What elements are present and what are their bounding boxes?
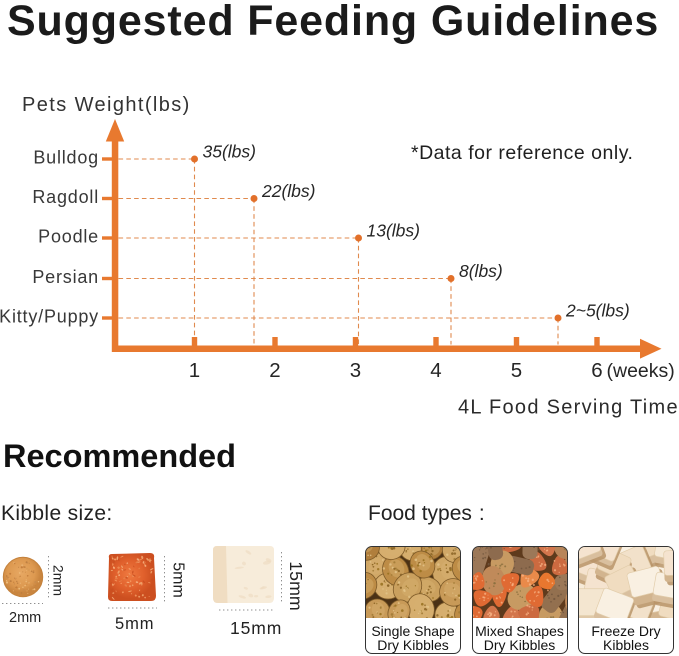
svg-text:Bulldog: Bulldog — [33, 148, 99, 168]
svg-text:15mm: 15mm — [230, 618, 282, 638]
svg-text:13(lbs): 13(lbs) — [367, 221, 421, 241]
svg-text:2mm: 2mm — [9, 610, 41, 626]
svg-text:2~5(lbs): 2~5(lbs) — [565, 301, 630, 321]
svg-text:5: 5 — [511, 359, 522, 382]
svg-text:6: 6 — [591, 359, 602, 382]
svg-text:2mm: 2mm — [50, 565, 66, 596]
svg-text:35(lbs): 35(lbs) — [203, 142, 257, 162]
svg-text:3: 3 — [350, 359, 361, 382]
svg-text:Pets Weight(lbs): Pets Weight(lbs) — [22, 94, 191, 116]
svg-text:8(lbs): 8(lbs) — [459, 261, 503, 281]
svg-text:Poodle: Poodle — [38, 227, 99, 247]
svg-text:4L Food Serving Time: 4L Food Serving Time — [458, 397, 679, 419]
svg-text:22(lbs): 22(lbs) — [261, 181, 316, 201]
svg-text:5mm: 5mm — [115, 615, 154, 633]
svg-text:2: 2 — [269, 359, 280, 382]
svg-text:(weeks): (weeks) — [607, 360, 675, 382]
svg-text:5mm: 5mm — [170, 562, 187, 598]
svg-text:Ragdoll: Ragdoll — [32, 187, 99, 207]
svg-text:*Data for reference only.: *Data for reference only. — [411, 142, 633, 164]
svg-text:Persian: Persian — [32, 267, 99, 287]
svg-text:Kitty/Puppy: Kitty/Puppy — [0, 307, 99, 327]
svg-text:4: 4 — [430, 359, 441, 382]
svg-text:15mm: 15mm — [286, 561, 306, 610]
svg-text:1: 1 — [189, 359, 200, 382]
